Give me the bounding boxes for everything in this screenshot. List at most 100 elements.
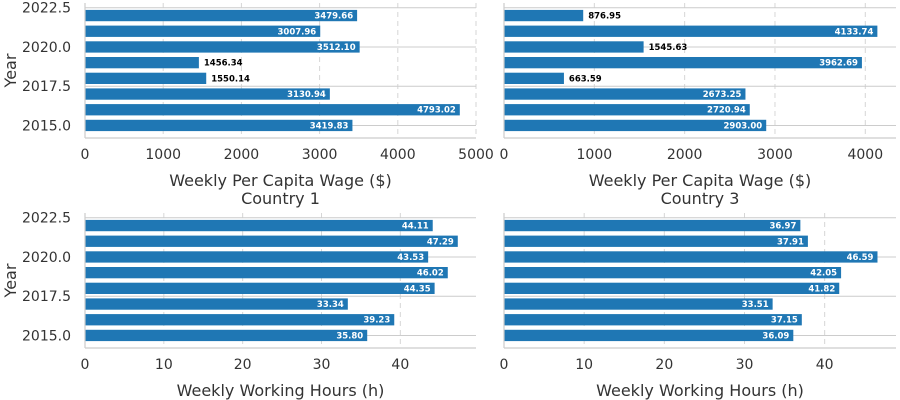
y-tick-label: 2017.5 bbox=[22, 289, 71, 305]
x-tick-label: 4000 bbox=[380, 147, 416, 163]
bar bbox=[85, 219, 433, 232]
bar bbox=[504, 88, 746, 100]
bar bbox=[85, 282, 435, 294]
bar-value-label: 36.97 bbox=[769, 222, 796, 232]
y-tick-label: 2022.5 bbox=[22, 211, 71, 227]
bar-value-label: 876.95 bbox=[588, 12, 621, 22]
x-tick-label: 30 bbox=[736, 357, 754, 373]
bar-value-label: 4133.74 bbox=[835, 27, 874, 37]
y-tick-label: 2017.5 bbox=[22, 79, 71, 95]
x-tick-label: 10 bbox=[155, 357, 173, 373]
x-tick-label: 20 bbox=[655, 357, 673, 373]
bar-value-label: 36.09 bbox=[762, 331, 789, 341]
subplot-1: 3419.83 4793.02 3130.94 1550.14 1456.34 3512.… bbox=[1, 1, 494, 208]
x-tick-label: 0 bbox=[81, 357, 90, 373]
bar bbox=[85, 88, 330, 100]
bar-value-label: 3962.69 bbox=[819, 59, 858, 69]
bar-value-label: 46.59 bbox=[847, 253, 874, 263]
bar-value-label: 37.15 bbox=[771, 316, 798, 326]
bar bbox=[504, 298, 773, 310]
bar bbox=[85, 9, 358, 22]
x-tick-label: 3000 bbox=[302, 147, 338, 163]
bar bbox=[504, 57, 862, 69]
subplot-title: Country 3 bbox=[661, 189, 740, 208]
bar-value-label: 2720.94 bbox=[707, 106, 746, 116]
bar bbox=[504, 282, 840, 294]
bar bbox=[85, 314, 395, 326]
y-tick-label: 2015.0 bbox=[22, 118, 71, 134]
x-tick-label: 3000 bbox=[757, 147, 793, 163]
bar bbox=[504, 251, 878, 263]
bar bbox=[504, 9, 584, 22]
x-tick-label: 4000 bbox=[847, 147, 883, 163]
y-axis-label: Year bbox=[1, 53, 20, 88]
bar-value-label: 37.91 bbox=[777, 237, 804, 247]
bar bbox=[85, 119, 353, 132]
x-tick-label: 30 bbox=[313, 357, 331, 373]
x-axis-label: Weekly Per Capita Wage ($) bbox=[589, 171, 812, 190]
bar bbox=[85, 25, 321, 37]
bar-value-label: 1545.63 bbox=[649, 43, 688, 53]
bar bbox=[85, 104, 460, 116]
bar bbox=[504, 72, 564, 84]
bar-value-label: 3007.96 bbox=[278, 27, 317, 37]
y-tick-label: 2022.5 bbox=[22, 1, 71, 17]
bar-value-label: 3419.83 bbox=[310, 121, 349, 131]
subplot-2: 2903.00 2720.94 2673.25 663.59 3962.69 1545.6… bbox=[500, 3, 896, 208]
bar-value-label: 3479.66 bbox=[314, 12, 353, 22]
x-tick-label: 1000 bbox=[145, 147, 181, 163]
bar bbox=[85, 267, 448, 279]
bar bbox=[504, 314, 802, 326]
x-tick-label: 40 bbox=[816, 357, 834, 373]
bar-value-label: 33.51 bbox=[742, 300, 769, 310]
x-tick-label: 1000 bbox=[577, 147, 613, 163]
bar-value-label: 44.11 bbox=[402, 222, 429, 232]
bar bbox=[504, 267, 842, 279]
bar-value-label: 3512.10 bbox=[317, 43, 356, 53]
bar-value-label: 4793.02 bbox=[417, 106, 456, 116]
bar-value-label: 33.34 bbox=[317, 300, 344, 310]
x-tick-label: 2000 bbox=[667, 147, 703, 163]
bar bbox=[504, 329, 794, 342]
bar-value-label: 1456.34 bbox=[204, 59, 243, 69]
x-tick-label: 0 bbox=[500, 147, 509, 163]
bar-value-label: 39.23 bbox=[363, 316, 390, 326]
bar-value-label: 2903.00 bbox=[723, 121, 762, 131]
x-axis-label: Weekly Per Capita Wage ($) bbox=[169, 171, 392, 190]
x-tick-label: 0 bbox=[81, 147, 90, 163]
bar-value-label: 43.53 bbox=[397, 253, 424, 263]
bar bbox=[85, 41, 360, 53]
bar-value-label: 1550.14 bbox=[211, 74, 250, 84]
bar-value-label: 35.80 bbox=[336, 331, 363, 341]
y-tick-label: 2020.0 bbox=[22, 250, 71, 266]
bar bbox=[85, 251, 429, 263]
bar-value-label: 44.35 bbox=[404, 284, 431, 294]
x-tick-label: 40 bbox=[391, 357, 409, 373]
x-axis-label: Weekly Working Hours (h) bbox=[177, 381, 385, 400]
y-axis-label: Year bbox=[1, 263, 20, 298]
bar bbox=[85, 57, 199, 69]
bar bbox=[504, 235, 808, 247]
bar bbox=[85, 72, 207, 84]
bar bbox=[85, 235, 458, 247]
bar-value-label: 663.59 bbox=[569, 74, 602, 84]
bar bbox=[504, 41, 644, 53]
bar bbox=[504, 104, 750, 116]
bar bbox=[85, 298, 348, 310]
y-tick-label: 2015.0 bbox=[22, 328, 71, 344]
x-tick-label: 10 bbox=[575, 357, 593, 373]
y-tick-label: 2020.0 bbox=[22, 40, 71, 56]
bar-value-label: 3130.94 bbox=[287, 90, 326, 100]
bar bbox=[504, 119, 767, 132]
bar bbox=[504, 25, 878, 37]
bar bbox=[504, 219, 801, 232]
x-axis-label: Weekly Working Hours (h) bbox=[596, 381, 804, 400]
x-tick-label: 5000 bbox=[458, 147, 494, 163]
x-tick-label: 0 bbox=[500, 357, 509, 373]
x-tick-label: 2000 bbox=[224, 147, 260, 163]
subplot-title: Country 1 bbox=[241, 189, 320, 208]
bar-value-label: 42.05 bbox=[810, 269, 837, 279]
